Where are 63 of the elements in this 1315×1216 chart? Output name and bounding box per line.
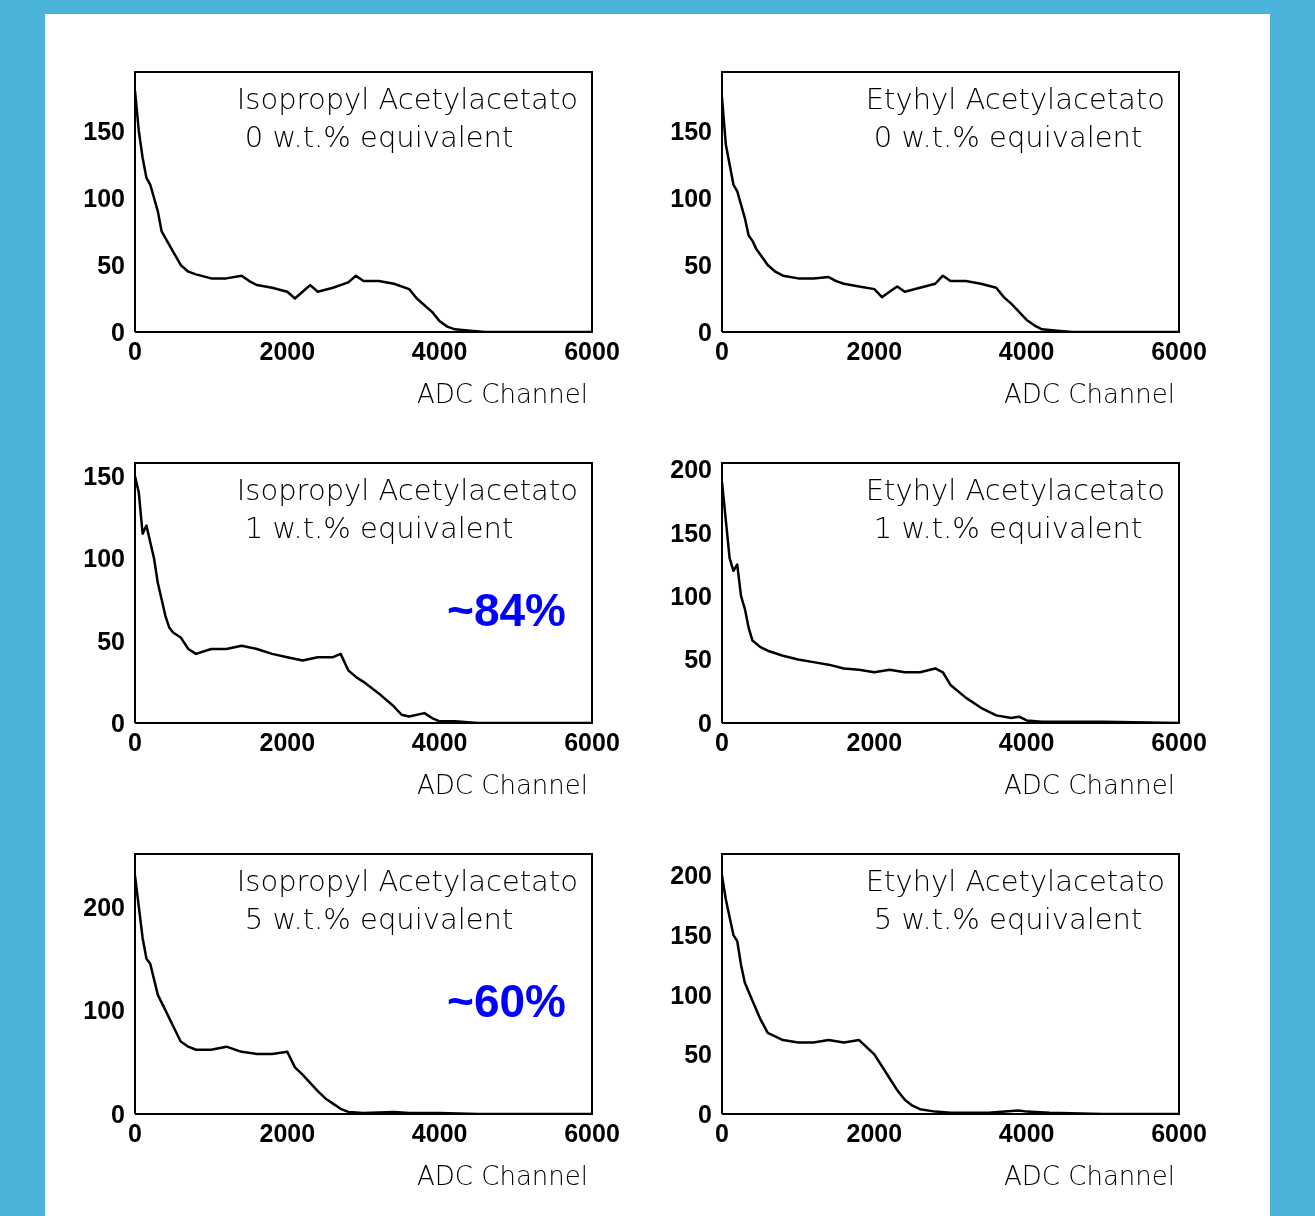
y-tick-label: 150: [83, 116, 125, 145]
x-tick-label: 2000: [846, 336, 903, 365]
y-tick-label: 200: [83, 892, 125, 921]
y-tick-label: 50: [684, 645, 712, 674]
chart-title: Isopropyl Acetylacetato: [236, 863, 578, 900]
y-tick-label: 100: [83, 544, 125, 573]
y-tick-label: 0: [111, 708, 125, 737]
y-tick-label: 150: [670, 920, 712, 949]
y-tick-label: 50: [684, 1040, 712, 1069]
chart-title: Isopropyl Acetylacetato: [236, 81, 578, 118]
x-tick-label: 2000: [259, 727, 316, 756]
y-tick-label: 0: [698, 317, 712, 346]
x-tick-label: 2000: [259, 336, 316, 365]
x-tick-label: 6000: [564, 727, 620, 756]
chart-title: Etyhyl Acetylacetato: [865, 472, 1165, 509]
x-tick-label: 4000: [411, 1118, 468, 1147]
chart-title: Etyhyl Acetylacetato: [865, 863, 1165, 900]
text: 0 w.t.% equivalent: [872, 119, 1144, 156]
x-tick-label: 4000: [411, 727, 468, 756]
y-tick-label: 100: [670, 582, 712, 611]
y-tick-label: 50: [97, 250, 125, 279]
text: 1 w.t.% equivalent: [243, 510, 515, 547]
text: 5 w.t.% equivalent: [872, 901, 1144, 938]
x-tick-label: 6000: [1151, 727, 1207, 756]
x-axis-title: ADC Channel: [417, 379, 588, 409]
x-tick-label: 4000: [998, 1118, 1055, 1147]
y-tick-label: 150: [670, 518, 712, 547]
text: 1 w.t.% equivalent: [872, 510, 1144, 547]
x-tick-label: 2000: [259, 1118, 316, 1147]
y-tick-label: 100: [670, 980, 712, 1009]
x-axis-title: ADC Channel: [1004, 770, 1175, 800]
x-tick-label: 4000: [998, 336, 1055, 365]
x-axis-title: ADC Channel: [417, 770, 588, 800]
x-tick-label: 2000: [846, 1118, 903, 1147]
y-tick-label: 0: [698, 708, 712, 737]
x-tick-label: 2000: [846, 727, 903, 756]
x-tick-label: 4000: [998, 727, 1055, 756]
y-tick-label: 0: [111, 1099, 125, 1128]
y-tick-label: 0: [698, 1099, 712, 1128]
x-tick-label: 6000: [564, 336, 620, 365]
annotation: ~60%: [447, 974, 566, 1028]
text: 5 w.t.% equivalent: [243, 901, 515, 938]
x-tick-label: 6000: [1151, 1118, 1207, 1147]
x-tick-label: 6000: [564, 1118, 620, 1147]
y-tick-label: 50: [684, 250, 712, 279]
y-tick-label: 100: [83, 183, 125, 212]
y-tick-label: 100: [670, 183, 712, 212]
y-tick-label: 100: [83, 996, 125, 1025]
annotation: ~84%: [447, 583, 566, 637]
y-tick-label: 200: [670, 455, 712, 484]
chart-title: Isopropyl Acetylacetato: [236, 472, 578, 509]
x-axis-title: ADC Channel: [417, 1161, 588, 1191]
x-axis-title: ADC Channel: [1004, 379, 1175, 409]
y-tick-label: 50: [97, 626, 125, 655]
x-axis-title: ADC Channel: [1004, 1161, 1175, 1191]
y-tick-label: 0: [111, 317, 125, 346]
x-tick-label: 4000: [411, 336, 468, 365]
y-tick-label: 150: [670, 116, 712, 145]
y-tick-label: 200: [670, 861, 712, 890]
x-tick-label: 6000: [1151, 336, 1207, 365]
chart-title: Etyhyl Acetylacetato: [865, 81, 1165, 118]
text: 0 w.t.% equivalent: [243, 119, 515, 156]
y-tick-label: 150: [83, 462, 125, 491]
